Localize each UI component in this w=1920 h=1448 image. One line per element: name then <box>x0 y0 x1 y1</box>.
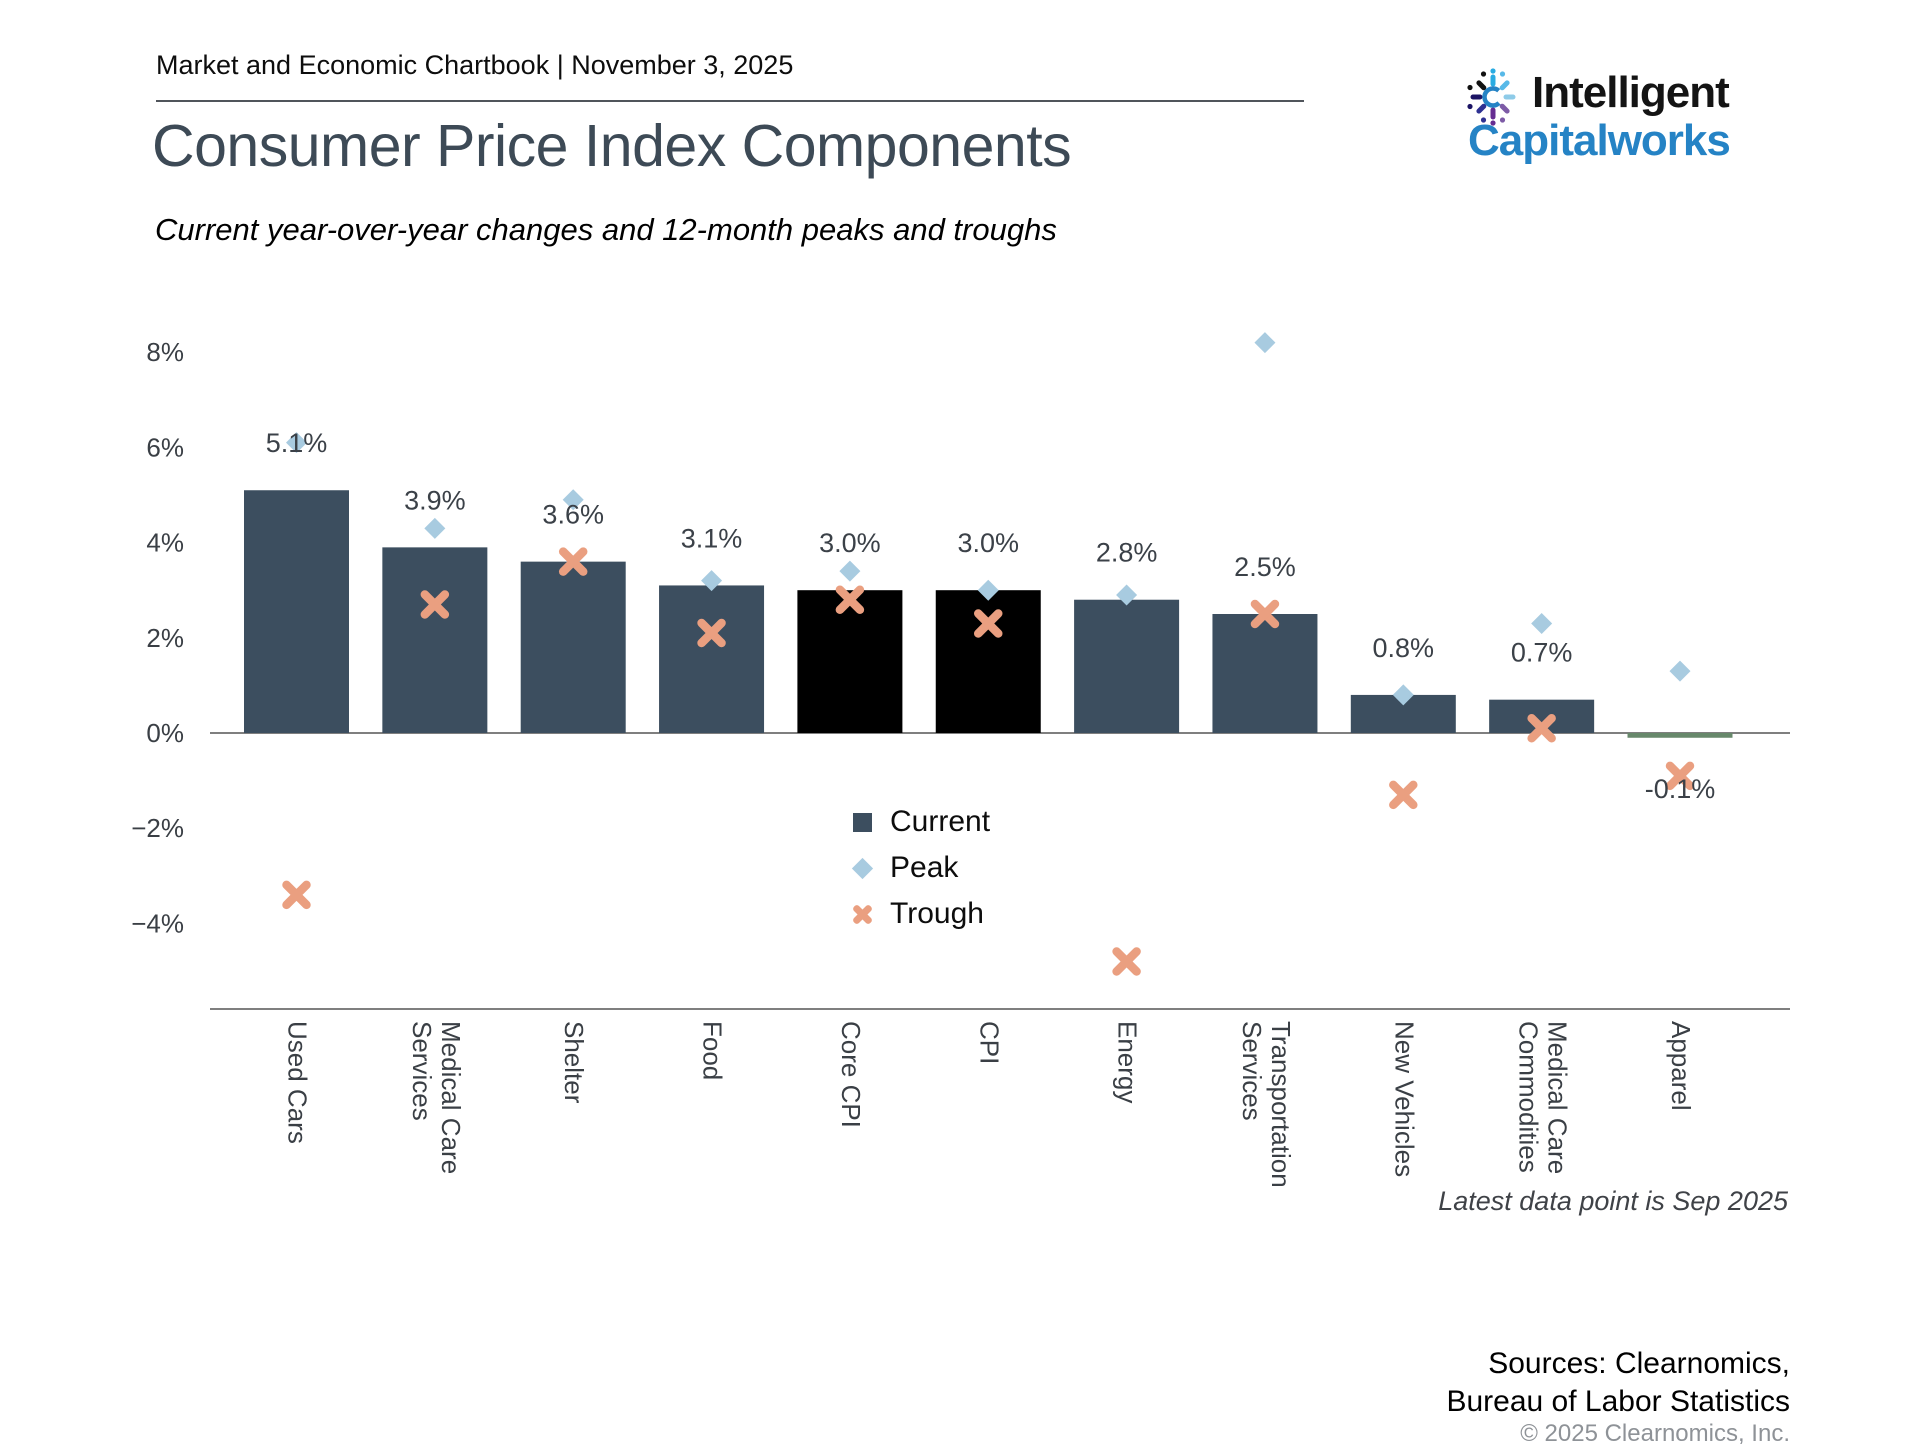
legend-item-peak: Peak <box>850 845 990 891</box>
bar-energy <box>1074 599 1180 733</box>
bar-cpi <box>935 590 1041 733</box>
bar-value-label-medical-care-services: 3.9% <box>404 485 466 515</box>
category-label-core-cpi: Core CPI <box>836 1021 866 1128</box>
peak-marker-cpi <box>977 579 999 601</box>
legend-label-trough: Trough <box>890 897 984 930</box>
logo-wordmark-line1: Intelligent <box>1532 68 1730 117</box>
trough-stroke <box>974 609 1003 638</box>
bar-value-label-core-cpi: 3.0% <box>819 528 881 558</box>
category-label-medical-care-services-line1: Medical Care <box>436 1021 466 1174</box>
chart-legend: Current Peak Trough <box>850 799 990 937</box>
bar-value-label-medical-care-commodities: 0.7% <box>1511 638 1573 668</box>
trough-stroke <box>420 590 450 619</box>
bar-value-label-apparel: -0.1% <box>1645 774 1716 804</box>
trough-marker-new-vehicles <box>1389 780 1418 810</box>
trough-stroke <box>1527 713 1556 743</box>
trough-marker-shelter <box>558 547 588 576</box>
y-tick-neg2pct: −2% <box>131 813 184 843</box>
logo-wordmark-line2: Capitalworks <box>1468 116 1731 165</box>
bar-value-label-transportation-services: 2.5% <box>1234 552 1296 582</box>
trough-stroke <box>558 547 588 576</box>
trough-stroke <box>282 880 311 910</box>
legend-item-trough: Trough <box>850 891 990 937</box>
trough-marker-energy <box>1112 947 1141 976</box>
bar-value-label-shelter: 3.6% <box>542 500 604 530</box>
y-tick-6pct: 6% <box>146 432 184 462</box>
category-label-used-cars: Used Cars <box>283 1021 313 1144</box>
y-tick-4pct: 4% <box>146 528 184 558</box>
peak-marker-food <box>701 570 723 592</box>
bar-value-label-energy: 2.8% <box>1096 538 1158 568</box>
header-divider <box>156 100 1304 102</box>
sources-line1: Sources: Clearnomics, <box>1488 1347 1790 1380</box>
category-label-energy: Energy <box>1113 1021 1143 1103</box>
legend-item-current: Current <box>850 799 990 845</box>
trough-marker-medical-care-services <box>420 590 450 619</box>
legend-label-current: Current <box>890 805 991 838</box>
peak-marker-apparel <box>1669 660 1691 682</box>
trough-marker-cpi <box>974 609 1003 638</box>
bar-shelter <box>520 561 626 733</box>
category-label-transportation-services-line1: Transportation <box>1266 1021 1296 1188</box>
trough-stroke <box>1389 780 1418 810</box>
bar-value-label-cpi: 3.0% <box>957 528 1019 558</box>
y-tick-0pct: 0% <box>146 718 184 748</box>
current-square-icon <box>852 812 872 832</box>
bar-apparel <box>1627 733 1733 738</box>
bar-food <box>659 585 765 733</box>
bar-transportation-services <box>1212 614 1318 733</box>
legend-label-peak: Peak <box>890 851 959 884</box>
category-label-apparel: Apparel <box>1666 1021 1696 1111</box>
peak-marker-medical-care-commodities <box>1531 613 1553 635</box>
peak-diamond-icon <box>851 857 873 879</box>
latest-data-note: Latest data point is Sep 2025 <box>1438 1186 1788 1216</box>
category-label-medical-care-commodities-line2: Commodities <box>1514 1021 1544 1173</box>
peak-marker-core-cpi <box>839 560 861 582</box>
bar-value-label-used-cars: 5.1% <box>266 428 328 458</box>
y-tick-2pct: 2% <box>146 623 184 653</box>
category-label-food: Food <box>698 1021 728 1080</box>
trough-marker-used-cars <box>282 880 311 910</box>
bar-value-label-food: 3.1% <box>681 523 743 553</box>
peak-marker-used-cars <box>286 432 307 454</box>
trough-marker-food <box>697 618 726 648</box>
category-label-medical-care-commodities-line1: Medical Care <box>1543 1021 1573 1174</box>
trough-stroke <box>835 585 865 614</box>
bar-value-label-new-vehicles: 0.8% <box>1373 633 1435 663</box>
trough-marker-transportation-services <box>1250 599 1280 629</box>
trough-marker-core-cpi <box>835 585 865 614</box>
trough-stroke <box>1112 947 1141 976</box>
trough-stroke <box>1665 761 1695 791</box>
bar-medical-care-services <box>382 547 488 733</box>
bar-used-cars <box>244 490 349 733</box>
copyright-note: © 2025 Clearnomics, Inc. <box>1520 1420 1790 1447</box>
trough-x-icon <box>851 903 874 926</box>
trough-marker-medical-care-commodities <box>1527 713 1556 743</box>
sources-line2: Bureau of Labor Statistics <box>1446 1385 1790 1418</box>
category-label-shelter: Shelter <box>559 1021 589 1104</box>
page-title: Consumer Price Index Components <box>152 113 1072 179</box>
intelligent-capitalworks-logo-icon <box>1464 66 1522 133</box>
category-label-medical-care-services-line2: Services <box>407 1021 437 1121</box>
y-tick-neg4pct: −4% <box>131 908 184 938</box>
peak-marker-transportation-services <box>1254 332 1276 354</box>
trough-stroke <box>1250 599 1280 629</box>
sources-note: Sources: Clearnomics, Bureau of Labor St… <box>1446 1345 1790 1421</box>
page-subtitle: Current year-over-year changes and 12-mo… <box>155 212 1057 247</box>
peak-marker-shelter <box>562 489 584 511</box>
y-tick-8pct: 8% <box>146 337 184 367</box>
peak-marker-medical-care-services <box>424 517 446 539</box>
bar-core-cpi <box>797 590 903 733</box>
trough-marker-apparel <box>1665 761 1695 791</box>
peak-marker-new-vehicles <box>1392 684 1414 706</box>
trough-stroke <box>697 618 726 648</box>
chartbook-eyebrow: Market and Economic Chartbook | November… <box>156 50 794 80</box>
peak-marker-energy <box>1116 584 1138 606</box>
category-label-new-vehicles: New Vehicles <box>1389 1021 1419 1177</box>
category-label-cpi: CPI <box>974 1021 1004 1064</box>
category-label-transportation-services-line2: Services <box>1237 1021 1267 1121</box>
